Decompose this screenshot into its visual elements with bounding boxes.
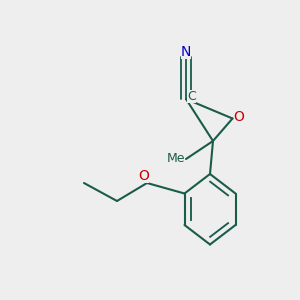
Text: O: O — [234, 110, 244, 124]
Text: C: C — [187, 90, 196, 103]
Text: Me: Me — [166, 152, 185, 166]
Text: O: O — [139, 169, 149, 183]
Text: N: N — [181, 46, 191, 59]
